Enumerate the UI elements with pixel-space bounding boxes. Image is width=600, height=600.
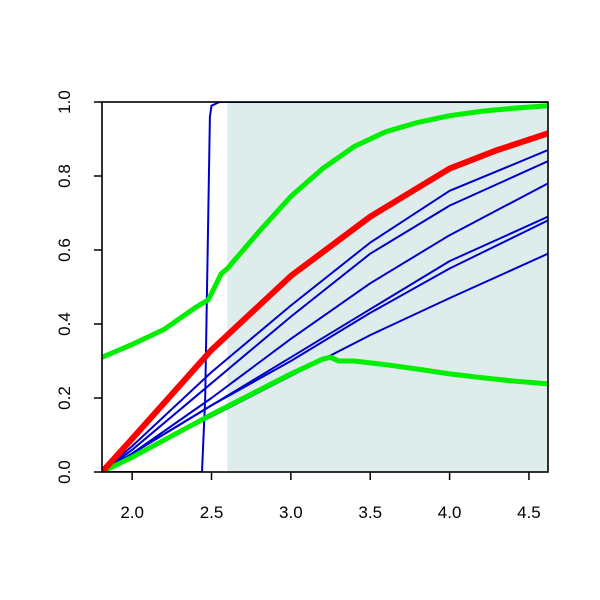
- series-line-6: [102, 219, 548, 472]
- series-line-2: [102, 149, 548, 472]
- series-layer: [102, 102, 548, 472]
- x-axis: 2.0 2.5 3.0 3.5 4.0 4.5: [120, 472, 541, 522]
- plot-frame: [101, 101, 549, 473]
- y-tick-label: 1.0: [55, 90, 74, 114]
- x-tick-label: 2.5: [200, 503, 224, 522]
- x-tick-label: 3.0: [279, 503, 303, 522]
- y-tick-label: 0.8: [55, 164, 74, 188]
- series-line-9: [102, 354, 548, 472]
- series-line-8: [102, 103, 548, 360]
- y-tick-label: 0.2: [55, 386, 74, 410]
- x-tick-label: 4.0: [438, 503, 462, 522]
- x-tick-label: 2.0: [120, 503, 144, 522]
- y-tick-label: 0.6: [55, 238, 74, 262]
- x-tick-label: 4.5: [517, 503, 541, 522]
- series-line-1: [102, 102, 548, 472]
- series-line-10: [102, 130, 548, 472]
- x-tick-label: 3.5: [358, 503, 382, 522]
- y-axis: 0.0 0.2 0.4 0.6 0.8 1.0: [55, 90, 102, 484]
- series-line-3: [102, 160, 548, 472]
- y-tick-label: 0.4: [55, 312, 74, 336]
- y-tick-label: 0.0: [55, 460, 74, 484]
